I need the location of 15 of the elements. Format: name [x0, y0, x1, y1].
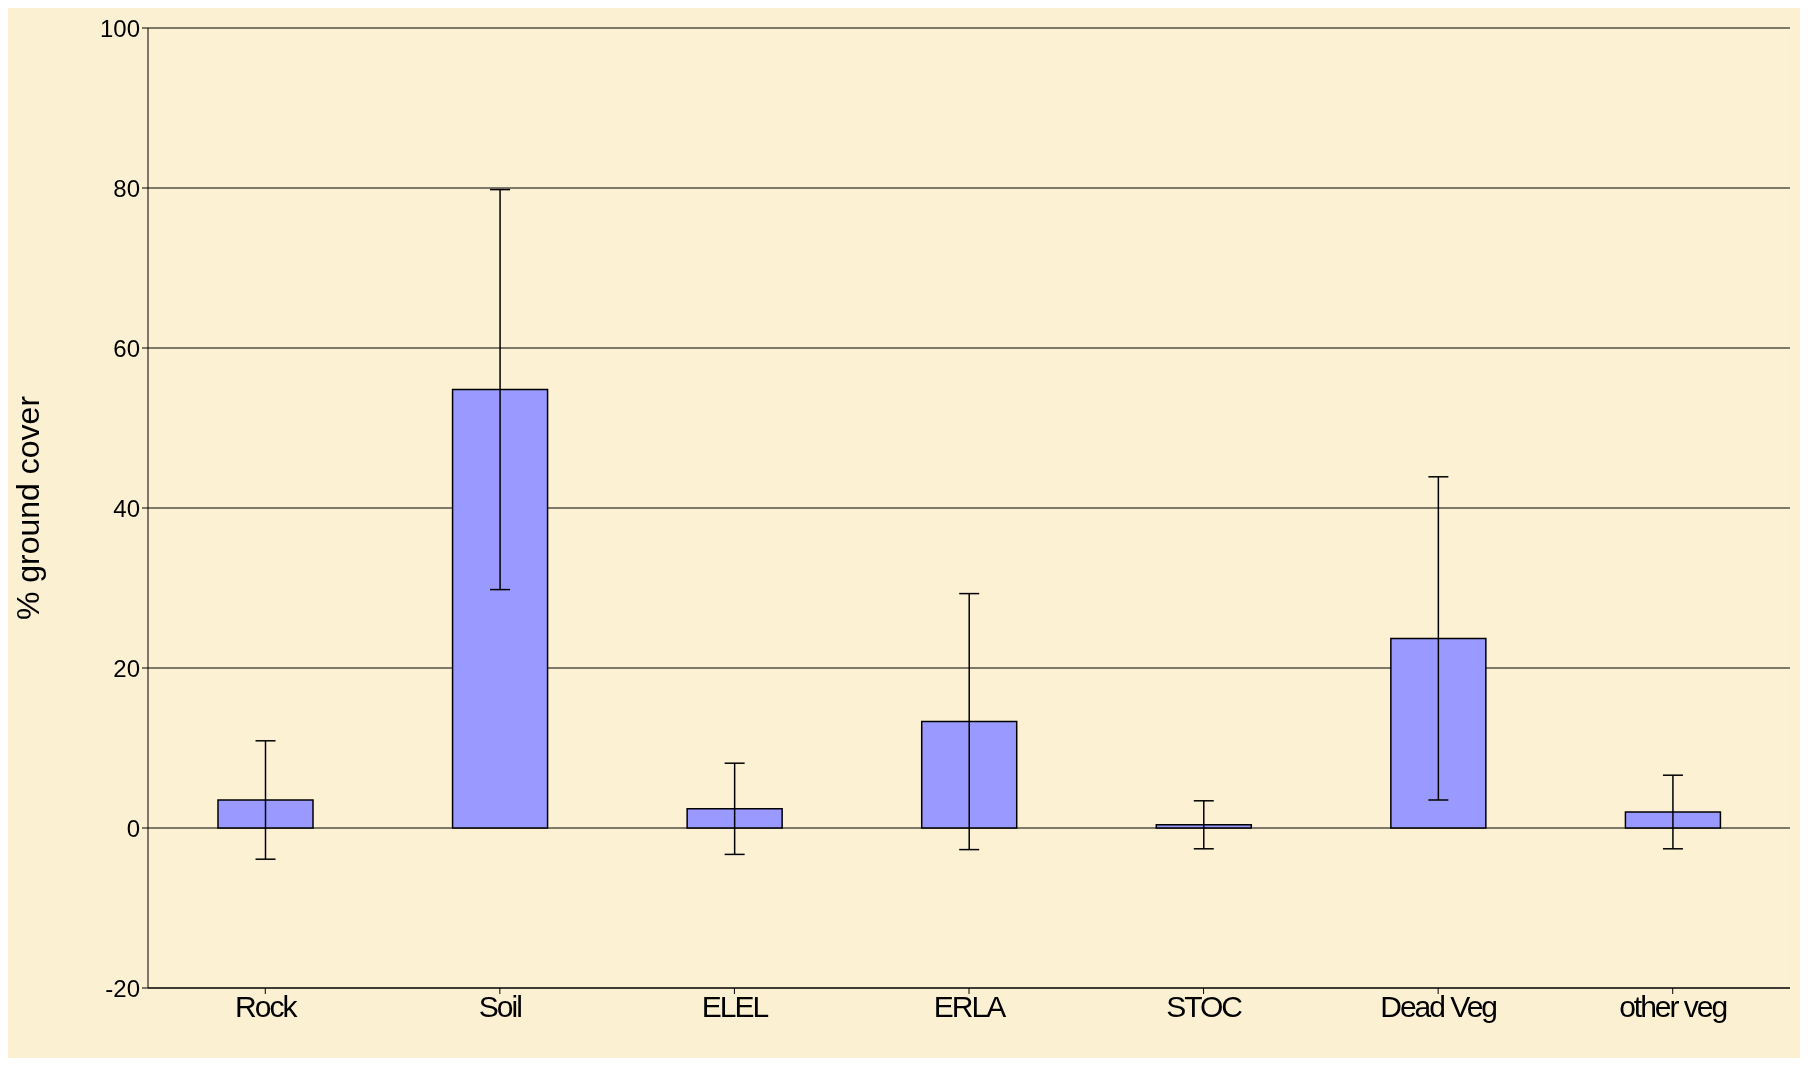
x-tick-label: other veg [1619, 990, 1727, 1024]
y-tick-label: -20 [105, 974, 140, 1002]
y-axis-title: % ground cover [10, 395, 47, 621]
x-tick-label: Soil [478, 990, 522, 1024]
y-tick-label: 80 [113, 174, 140, 202]
y-tick-label: 100 [99, 14, 140, 42]
x-tick-label: ELEL [701, 990, 769, 1024]
x-tick-label: Rock [235, 990, 299, 1024]
y-tick-label: 40 [113, 494, 140, 522]
y-tick-label: 60 [113, 334, 140, 362]
x-tick-label: STOC [1166, 990, 1243, 1024]
y-tick-label: 20 [113, 654, 140, 682]
x-tick-label: Dead Veg [1380, 990, 1497, 1024]
x-tick-label: ERLA [933, 990, 1007, 1024]
y-tick-label: 0 [126, 814, 140, 842]
